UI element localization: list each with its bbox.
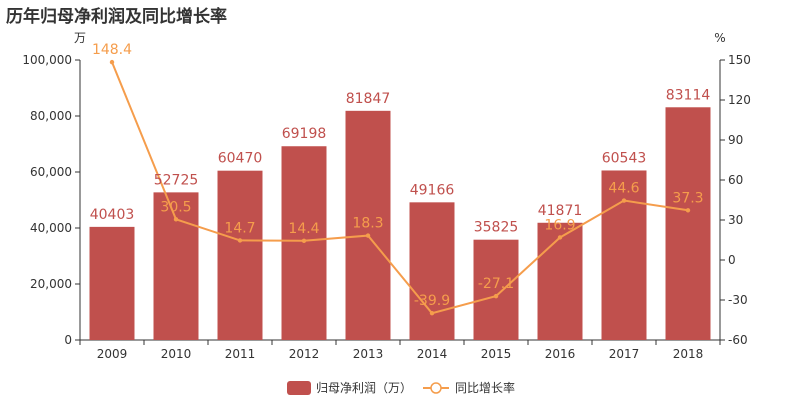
x-axis-tick-label: 2018	[673, 347, 704, 361]
bar-value-label: 81847	[346, 91, 391, 107]
bar[interactable]	[537, 222, 583, 340]
line-value-label: 148.4	[92, 42, 132, 58]
chart-title: 历年归母净利润及同比增长率	[6, 7, 227, 27]
right-axis-tick-label: 150	[728, 53, 751, 67]
x-axis-tick-label: 2012	[289, 347, 320, 361]
x-axis-tick-label: 2015	[481, 347, 512, 361]
legend-bar-label[interactable]: 归母净利润（万）	[316, 381, 412, 395]
bar-value-label: 52725	[154, 172, 199, 188]
right-axis-unit: %	[714, 31, 725, 45]
bar[interactable]	[281, 146, 327, 340]
right-axis-tick-label: 90	[728, 133, 743, 147]
left-axis-tick-label: 0	[64, 333, 72, 347]
x-axis-tick-label: 2013	[353, 347, 384, 361]
line-value-label: 44.6	[608, 181, 639, 197]
line-point[interactable]	[429, 311, 435, 316]
right-axis-tick-label: 120	[728, 93, 751, 107]
left-axis-tick-label: 80,000	[30, 109, 72, 123]
x-axis-tick-label: 2017	[609, 347, 640, 361]
bar-value-label: 41871	[538, 203, 583, 219]
legend[interactable]: 归母净利润（万） 同比增长率	[287, 380, 515, 395]
line-point[interactable]	[365, 233, 371, 238]
growth-line	[111, 61, 689, 315]
right-axis-tick-label: 30	[728, 213, 743, 227]
line-value-label: 16.9	[544, 217, 575, 233]
right-axis-tick-label: -30	[728, 293, 748, 307]
bar-value-label: 49166	[410, 182, 455, 198]
legend-line-marker	[430, 382, 442, 394]
data-labels: 40403 52725 60470 69198 81847 49166 35825 41871…	[90, 42, 711, 309]
bar-value-label: 35825	[474, 220, 519, 236]
bar-series	[89, 107, 711, 341]
left-axis-unit: 万	[74, 31, 86, 45]
axes: 0 20,000 40,000 60,000 80,000 100,000 -60 -30 0 3…	[22, 53, 751, 361]
line-point[interactable]	[621, 198, 627, 203]
line-value-label: 18.3	[352, 216, 383, 232]
x-axis-tick-label: 2016	[545, 347, 576, 361]
legend-line-label[interactable]: 同比增长率	[455, 380, 515, 395]
bar-value-label: 60470	[218, 151, 263, 167]
left-axis-tick-label: 20,000	[30, 277, 72, 291]
line-value-label: 14.7	[224, 220, 255, 236]
bar[interactable]	[345, 110, 391, 340]
x-axis-tick-label: 2009	[97, 347, 128, 361]
line-value-label: 37.3	[672, 190, 703, 206]
bar[interactable]	[665, 107, 711, 341]
left-axis-tick-label: 100,000	[22, 53, 72, 67]
left-axis-tick-label: 60,000	[30, 165, 72, 179]
line-point[interactable]	[173, 217, 179, 222]
line-point[interactable]	[237, 238, 243, 243]
x-axis-tick-label: 2010	[161, 347, 192, 361]
legend-bar-swatch	[287, 381, 311, 395]
line-point[interactable]	[685, 208, 691, 213]
bar-value-label: 69198	[282, 126, 327, 142]
bar-value-label: 83114	[666, 87, 711, 103]
line-point[interactable]	[493, 293, 499, 299]
line-series	[109, 59, 691, 316]
x-axis-tick-label: 2014	[417, 347, 448, 361]
bar[interactable]	[473, 239, 519, 340]
line-value-label: 30.5	[160, 199, 191, 215]
line-point[interactable]	[109, 59, 115, 65]
right-axis-tick-label: 60	[728, 173, 743, 187]
line-point[interactable]	[557, 235, 563, 240]
right-axis-tick-label: 0	[728, 253, 736, 267]
bar[interactable]	[89, 226, 135, 340]
line-value-label: -39.9	[414, 293, 450, 309]
x-axis-tick-label: 2011	[225, 347, 256, 361]
left-axis-tick-label: 40,000	[30, 221, 72, 235]
bar-value-label: 60543	[602, 150, 647, 166]
bar[interactable]	[409, 202, 455, 340]
line-point[interactable]	[301, 238, 307, 243]
line-value-label: 14.4	[288, 221, 319, 237]
bar-value-label: 40403	[90, 207, 135, 223]
line-value-label: -27.1	[478, 276, 514, 292]
right-axis-tick-label: -60	[728, 333, 748, 347]
bar[interactable]	[217, 170, 263, 340]
